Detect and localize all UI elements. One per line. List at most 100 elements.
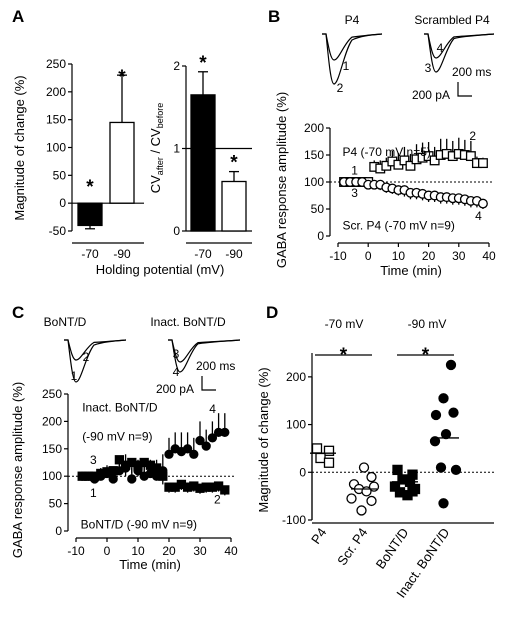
b-p4-point bbox=[399, 155, 410, 166]
b-inset-label-4: 4 bbox=[437, 41, 444, 55]
b-inset-trace-1 bbox=[322, 33, 383, 61]
d-significance-star-1: * bbox=[340, 345, 348, 366]
b-y-tick-label: 200 bbox=[304, 121, 324, 135]
c-x-label: Time (min) bbox=[119, 557, 181, 572]
d-point bbox=[356, 505, 367, 516]
c-inset-title-bont: BoNT/D bbox=[44, 315, 87, 329]
c-inact-bont-point bbox=[189, 449, 199, 459]
c-bont-point bbox=[158, 471, 168, 481]
b-inset-trace-2 bbox=[322, 33, 383, 85]
c-annotation: Inact. BoNT/D bbox=[82, 401, 158, 415]
c-scalebar-amp-label: 200 pA bbox=[156, 382, 194, 396]
d-y-tick-label: 100 bbox=[286, 418, 306, 432]
d-point bbox=[311, 443, 323, 454]
b-y-tick-label: 150 bbox=[304, 148, 324, 162]
panel-letter-a: A bbox=[12, 7, 24, 26]
a-left-y-tick-label: -50 bbox=[49, 224, 67, 238]
d-point bbox=[346, 493, 357, 504]
d-y-tick-label: 200 bbox=[286, 370, 306, 384]
b-annotation: 3 bbox=[351, 186, 358, 200]
c-inact-bont-point bbox=[182, 444, 193, 454]
a-right-y-tick-label: 1 bbox=[173, 142, 180, 156]
c-y-tick-label: 50 bbox=[49, 497, 63, 511]
c-y-tick-label: 250 bbox=[42, 387, 62, 401]
a-right-x-tick-label: -70 bbox=[194, 247, 212, 261]
c-inact-bont-point bbox=[207, 433, 218, 443]
b-p4-point bbox=[429, 155, 440, 166]
b-annotation: P4 (-70 mV n=5) bbox=[343, 145, 431, 159]
c-inset-label-3: 3 bbox=[173, 347, 180, 361]
d-point bbox=[315, 452, 326, 464]
b-annotation: 2 bbox=[469, 129, 476, 143]
c-annotation: BoNT/D (-90 mV n=9) bbox=[81, 517, 197, 531]
c-scalebar-time-label: 200 ms bbox=[196, 359, 235, 373]
c-inact-bont-point bbox=[164, 449, 174, 459]
d-significance-star-2: * bbox=[422, 345, 430, 366]
c-x-tick-label: 40 bbox=[224, 544, 238, 558]
d-point bbox=[438, 393, 449, 404]
d-point bbox=[438, 498, 449, 509]
c-bont-point bbox=[220, 485, 230, 495]
a-right-y-label-part: / CV bbox=[148, 128, 163, 157]
a-left-x-tick-label: -70 bbox=[81, 247, 99, 261]
b-annotation: 1 bbox=[351, 163, 358, 177]
d-point bbox=[366, 495, 377, 507]
b-y-tick-label: 100 bbox=[304, 175, 324, 189]
b-p4-point bbox=[405, 160, 416, 171]
a-right-significance: * bbox=[199, 53, 207, 74]
panel-letter-c: C bbox=[12, 303, 24, 322]
d-point bbox=[430, 409, 442, 421]
a-left-y-tick-label: 200 bbox=[46, 85, 66, 99]
a-left-bar bbox=[109, 121, 135, 204]
a-left-y-tick-label: 0 bbox=[59, 196, 66, 210]
b-p4-point bbox=[465, 151, 476, 162]
c-inset-title-inact: Inact. BoNT/D bbox=[150, 315, 226, 329]
b-scr-p4-point bbox=[478, 198, 488, 209]
b-inset-trace-3 bbox=[424, 33, 495, 73]
a-left-bar bbox=[77, 202, 103, 227]
c-scalebar bbox=[201, 376, 216, 391]
b-x-tick-label: 10 bbox=[392, 249, 406, 263]
c-inset-label-2: 2 bbox=[83, 350, 90, 364]
a-left-y-tick-label: 100 bbox=[46, 141, 66, 155]
d-point bbox=[358, 462, 370, 473]
c-inset-label-4: 4 bbox=[173, 365, 180, 379]
b-inset-title-p4: P4 bbox=[345, 13, 360, 27]
c-annotation: 4 bbox=[209, 402, 216, 416]
b-y-label: GABA response amplitude (%) bbox=[274, 92, 289, 268]
c-bont-point bbox=[151, 463, 162, 473]
a-right-y-label-part: after bbox=[155, 157, 165, 175]
c-bont-point bbox=[114, 455, 125, 465]
d-point bbox=[450, 464, 462, 476]
d-point bbox=[361, 486, 372, 497]
c-y-tick-label: 150 bbox=[42, 442, 62, 456]
a-left-significance: * bbox=[118, 67, 126, 88]
a-right-y-label-part: CV bbox=[148, 175, 163, 193]
b-x-tick-label: 20 bbox=[422, 249, 436, 263]
d-point bbox=[366, 471, 377, 483]
d-point bbox=[445, 359, 457, 371]
d-group-label-70: -70 mV bbox=[325, 317, 364, 331]
c-annotation: 1 bbox=[90, 486, 97, 500]
a-right-significance: * bbox=[230, 153, 238, 174]
a-left-x-tick-label: -90 bbox=[113, 247, 131, 261]
b-inset-title-scrambled: Scrambled P4 bbox=[414, 13, 490, 27]
d-point bbox=[323, 445, 335, 456]
d-category-label: P4 bbox=[308, 525, 329, 547]
d-y-tick-label: 0 bbox=[299, 465, 306, 479]
a-left-y-tick-label: 150 bbox=[46, 113, 66, 127]
d-y-label: Magnitude of change (%) bbox=[256, 367, 271, 512]
a-left-significance: * bbox=[86, 177, 94, 198]
panel-letter-b: B bbox=[268, 7, 280, 26]
c-inact-bont-point bbox=[195, 435, 205, 446]
d-y-tick-label: -100 bbox=[282, 513, 306, 527]
c-inact-bont-point bbox=[127, 474, 137, 484]
d-point bbox=[429, 436, 441, 447]
c-annotation: 2 bbox=[214, 493, 221, 507]
b-x-tick-label: 30 bbox=[452, 249, 466, 263]
c-x-tick-label: 20 bbox=[162, 544, 176, 558]
b-y-tick-label: 0 bbox=[317, 229, 324, 243]
b-annotation: Scr. P4 (-70 mV n=9) bbox=[343, 219, 455, 233]
